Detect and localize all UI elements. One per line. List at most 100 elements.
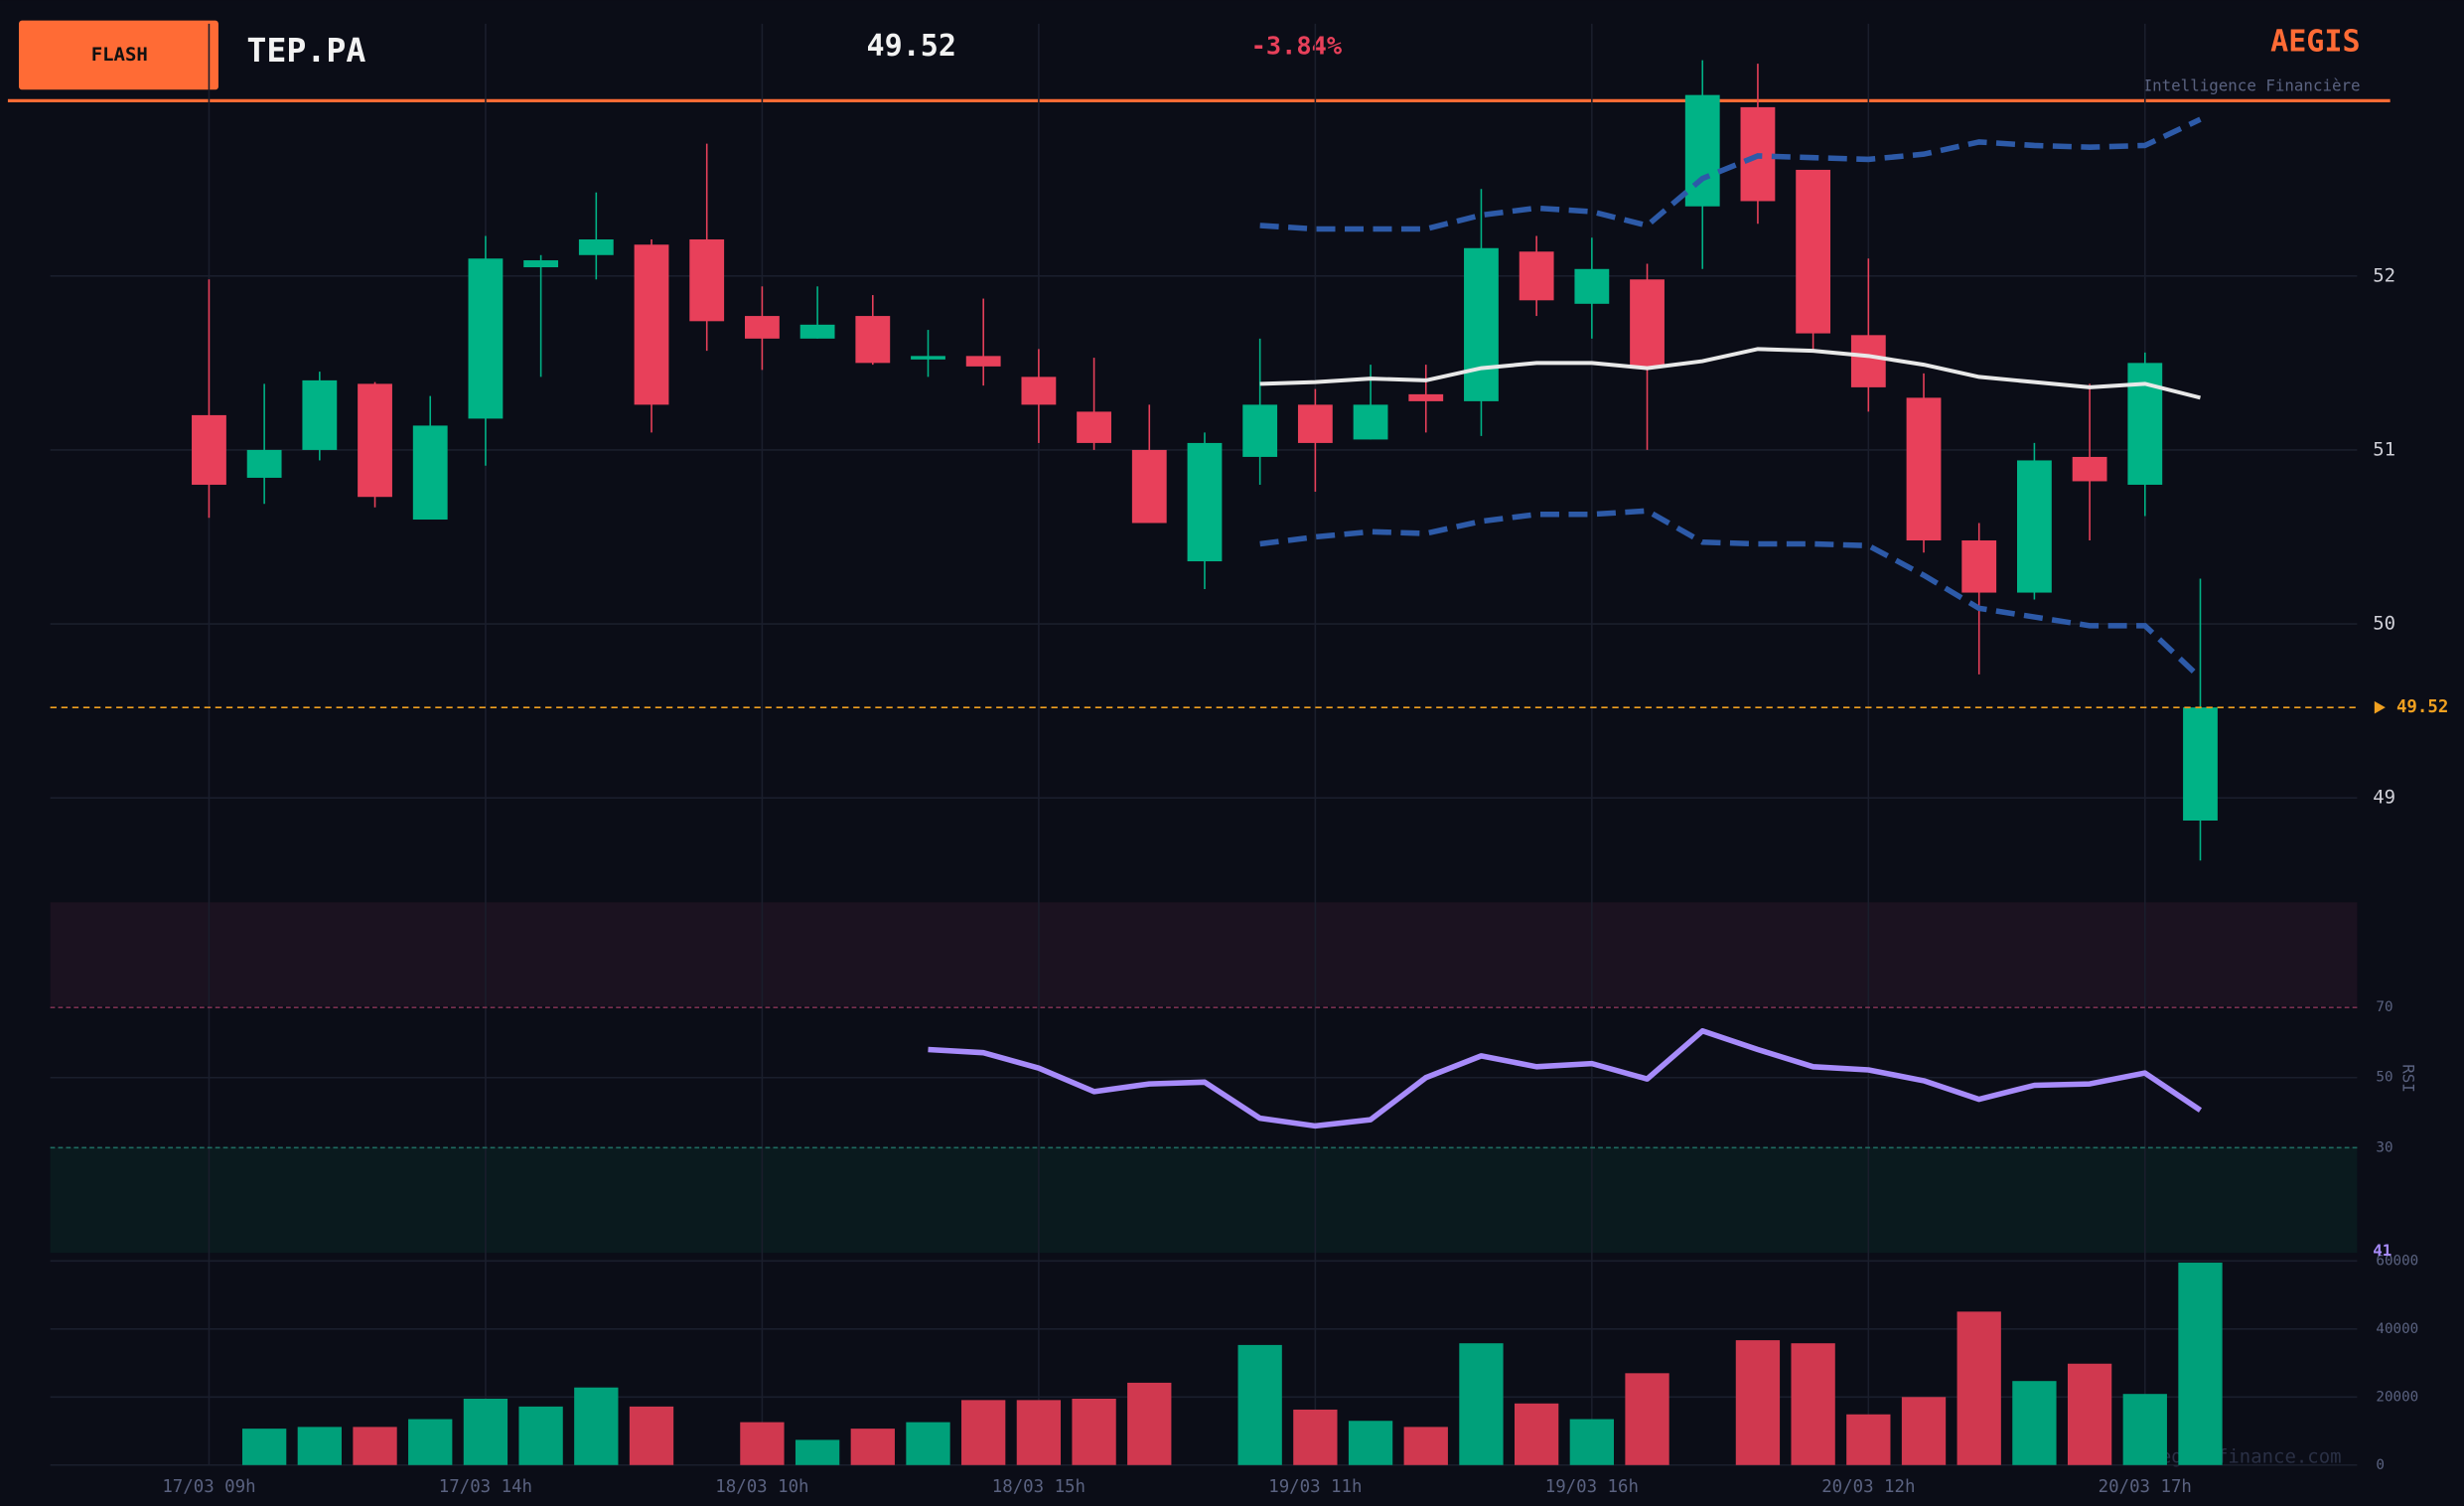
volume-bar (463, 1399, 508, 1465)
candle-body (578, 239, 614, 255)
candle-body (1796, 169, 1831, 334)
oversold-zone (50, 1147, 2358, 1254)
x-tick-label: 19/03 16h (1545, 1477, 1639, 1497)
volume-bar (961, 1400, 1006, 1465)
candle-body (1021, 376, 1057, 405)
candle-body (2127, 363, 2163, 485)
candle-body (1187, 442, 1223, 562)
brand: AEGIS (2270, 24, 2360, 59)
candle-body (911, 356, 945, 360)
band-line (1259, 508, 2203, 680)
volume-tick-label: 20000 (2376, 1389, 2418, 1405)
volume-bar (1237, 1344, 1282, 1465)
candle-body (1850, 335, 1886, 387)
candle-body (2183, 707, 2218, 821)
last-price-label: 49.52 (2396, 697, 2448, 717)
y-tick-label: 51 (2373, 438, 2395, 460)
volume-bar (740, 1422, 785, 1465)
candle-body (744, 316, 780, 339)
candle-body (1297, 404, 1333, 443)
y-tick-label: 50 (2373, 613, 2395, 635)
volume-bar (1735, 1340, 1781, 1465)
candle-body (2072, 456, 2107, 482)
volume-tick-label: 60000 (2376, 1253, 2418, 1269)
volume-bar (1016, 1400, 1062, 1465)
last-price-marker (2374, 700, 2386, 714)
y-tick-label: 52 (2373, 264, 2395, 286)
candle-body (523, 260, 559, 268)
candle-body (1353, 404, 1388, 440)
volume-bar (1348, 1421, 1393, 1465)
band-line (1259, 116, 2202, 232)
change: -3.84% (1251, 32, 1343, 61)
candle-body (634, 244, 669, 405)
overbought-zone (50, 902, 2358, 1006)
candle-body (1408, 393, 1444, 401)
volume-bar (574, 1387, 619, 1465)
candle-body (1464, 247, 1499, 401)
candle-body (1630, 279, 1665, 367)
volume-bar (241, 1429, 287, 1465)
candle-body (302, 379, 338, 450)
volume-bar (1459, 1343, 1504, 1465)
candle-body (412, 425, 448, 520)
last-price: 49.52 (866, 29, 955, 64)
volume-bar (1791, 1343, 1835, 1465)
x-tick-label: 19/03 11h (1268, 1477, 1362, 1497)
symbol: TEP.PA (246, 31, 365, 70)
rsi-last-label: 41 (2373, 1241, 2392, 1260)
candle-body (855, 316, 891, 364)
volume-bar (1072, 1399, 1116, 1465)
volume-bar (850, 1429, 895, 1465)
rsi-axis-label: RSI (2399, 1064, 2418, 1093)
volume-bar (297, 1427, 342, 1465)
volume-bar (906, 1422, 950, 1465)
candle-body (689, 239, 725, 322)
candle-body (1684, 94, 1720, 207)
badge-text: FLASH (91, 44, 148, 66)
candle-body (358, 383, 392, 498)
volume-bar (2122, 1394, 2167, 1465)
candle-body (1519, 251, 1554, 301)
volume-bar (1625, 1373, 1669, 1465)
volume-bar (1846, 1414, 1891, 1465)
volume-bar (1901, 1397, 1947, 1465)
candle-body (1574, 268, 1610, 304)
y-tick-label: 49 (2373, 787, 2395, 809)
volume-bar (1569, 1419, 1614, 1465)
volume-bar (1403, 1427, 1448, 1465)
candle-body (468, 258, 504, 419)
candle-body (1961, 540, 1997, 593)
x-tick-label: 17/03 14h (439, 1477, 532, 1497)
volume-bar (1514, 1403, 1559, 1465)
candle-body (1242, 404, 1278, 457)
rsi-tick-label: 30 (2376, 1139, 2392, 1155)
x-tick-label: 20/03 17h (2099, 1477, 2192, 1497)
badge (18, 20, 218, 90)
volume-bar (2178, 1263, 2223, 1465)
x-tick-label: 20/03 12h (1821, 1477, 1915, 1497)
x-tick-label: 17/03 09h (162, 1477, 255, 1497)
volume-bar (2067, 1363, 2112, 1465)
candle-body (192, 414, 226, 485)
tagline: Intelligence Financière (2143, 76, 2361, 95)
candle-body (246, 449, 282, 478)
candle-body (2017, 460, 2052, 593)
rsi-tick-label: 70 (2376, 999, 2392, 1015)
volume-bar (408, 1419, 453, 1465)
candle-body (965, 356, 1001, 367)
band-line (1259, 347, 2201, 400)
volume-bar (1293, 1409, 1338, 1465)
volume-tick-label: 0 (2376, 1457, 2385, 1473)
candle-body (799, 324, 835, 339)
rsi-tick-label: 50 (2376, 1070, 2392, 1086)
rsi-line (928, 1028, 2203, 1130)
x-tick-label: 18/03 15h (992, 1477, 1086, 1497)
candle-body (1131, 449, 1167, 524)
x-tick-label: 18/03 10h (715, 1477, 808, 1497)
volume-bar (795, 1439, 840, 1465)
volume-bar (1127, 1382, 1172, 1465)
volume-bar (2012, 1381, 2057, 1465)
